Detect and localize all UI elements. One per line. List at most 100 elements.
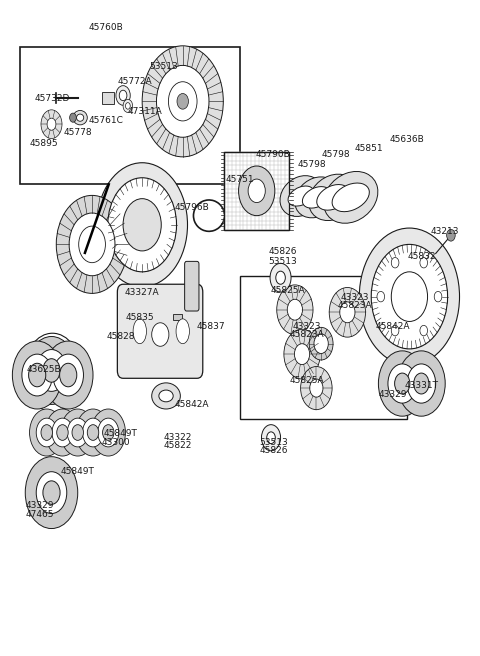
- Circle shape: [12, 341, 62, 409]
- Circle shape: [287, 299, 302, 320]
- Text: 45837: 45837: [197, 322, 226, 331]
- Text: 45761C: 45761C: [89, 115, 124, 125]
- Circle shape: [310, 379, 323, 397]
- Text: 53513: 53513: [269, 257, 297, 266]
- Circle shape: [446, 230, 455, 241]
- Text: 43625B: 43625B: [27, 365, 61, 375]
- Circle shape: [391, 257, 399, 268]
- Ellipse shape: [133, 319, 146, 344]
- Circle shape: [360, 228, 459, 365]
- Text: 43329: 43329: [378, 390, 407, 399]
- Circle shape: [391, 325, 399, 336]
- Circle shape: [41, 110, 62, 138]
- Circle shape: [67, 418, 88, 447]
- Circle shape: [168, 82, 197, 121]
- Text: 45835: 45835: [125, 313, 154, 322]
- Circle shape: [70, 113, 76, 122]
- Circle shape: [36, 350, 67, 392]
- Circle shape: [91, 409, 125, 456]
- Circle shape: [267, 432, 276, 443]
- Text: 45822: 45822: [164, 441, 192, 450]
- Ellipse shape: [332, 183, 369, 212]
- Circle shape: [79, 226, 106, 262]
- Text: 45842A: 45842A: [375, 322, 410, 331]
- Circle shape: [43, 359, 60, 382]
- Circle shape: [309, 327, 333, 360]
- Circle shape: [43, 341, 93, 409]
- Circle shape: [30, 409, 64, 456]
- Circle shape: [108, 178, 177, 272]
- Ellipse shape: [73, 110, 87, 125]
- Circle shape: [314, 334, 328, 354]
- Text: 43323: 43323: [293, 322, 321, 331]
- Circle shape: [388, 364, 417, 403]
- Circle shape: [119, 91, 127, 100]
- Circle shape: [69, 213, 115, 276]
- Ellipse shape: [176, 319, 190, 344]
- Circle shape: [41, 424, 52, 440]
- Circle shape: [87, 424, 99, 440]
- Text: 45790B: 45790B: [256, 150, 291, 159]
- Circle shape: [407, 364, 436, 403]
- Text: 43331T: 43331T: [404, 381, 438, 390]
- Circle shape: [270, 263, 291, 292]
- Text: 43213: 43213: [431, 227, 459, 236]
- Circle shape: [29, 363, 46, 387]
- Text: 45828: 45828: [107, 332, 135, 341]
- Text: 45842A: 45842A: [175, 400, 210, 409]
- Ellipse shape: [159, 390, 173, 402]
- Ellipse shape: [76, 114, 84, 121]
- Text: 47311A: 47311A: [127, 107, 162, 115]
- Text: 43323: 43323: [340, 293, 369, 302]
- Circle shape: [300, 367, 332, 409]
- Text: 45798: 45798: [321, 150, 350, 159]
- Ellipse shape: [317, 184, 349, 210]
- Circle shape: [378, 351, 426, 416]
- Circle shape: [47, 118, 56, 131]
- Text: 45778: 45778: [63, 127, 92, 136]
- Circle shape: [377, 291, 384, 302]
- FancyBboxPatch shape: [185, 261, 199, 311]
- Circle shape: [434, 291, 442, 302]
- Ellipse shape: [288, 186, 314, 206]
- Circle shape: [36, 418, 57, 447]
- Text: 47465: 47465: [25, 510, 54, 519]
- Circle shape: [27, 337, 76, 405]
- Circle shape: [116, 86, 130, 105]
- Circle shape: [276, 271, 285, 284]
- Circle shape: [239, 166, 275, 216]
- Circle shape: [83, 418, 104, 447]
- Circle shape: [152, 323, 169, 346]
- Bar: [102, 92, 114, 104]
- Circle shape: [420, 325, 428, 336]
- Text: 45751: 45751: [226, 174, 254, 184]
- Text: 43322: 43322: [164, 432, 192, 441]
- Ellipse shape: [324, 171, 378, 223]
- Text: 45825A: 45825A: [289, 376, 324, 385]
- Text: 45823A: 45823A: [289, 330, 324, 339]
- Circle shape: [420, 257, 428, 268]
- Circle shape: [414, 373, 429, 394]
- Circle shape: [22, 354, 52, 396]
- Circle shape: [60, 363, 77, 387]
- Circle shape: [262, 424, 281, 451]
- Ellipse shape: [302, 186, 330, 208]
- Circle shape: [76, 409, 110, 456]
- Bar: [173, 314, 182, 320]
- Circle shape: [284, 329, 320, 379]
- Circle shape: [56, 195, 128, 293]
- Circle shape: [177, 94, 189, 109]
- Circle shape: [25, 457, 78, 529]
- Circle shape: [98, 418, 119, 447]
- Text: 43327A: 43327A: [124, 288, 159, 297]
- Text: 45826: 45826: [259, 446, 288, 455]
- Text: 53513: 53513: [149, 62, 178, 72]
- Circle shape: [294, 344, 310, 365]
- Circle shape: [391, 272, 428, 321]
- Text: 45849T: 45849T: [61, 467, 95, 476]
- Circle shape: [397, 351, 445, 416]
- Text: 45798: 45798: [297, 160, 326, 169]
- Circle shape: [395, 373, 410, 394]
- FancyBboxPatch shape: [117, 284, 203, 379]
- Circle shape: [125, 102, 130, 109]
